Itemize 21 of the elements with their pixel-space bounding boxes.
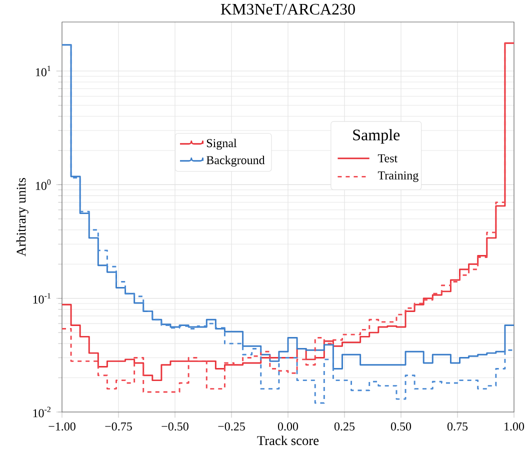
legend-label: Background	[206, 156, 265, 167]
y-tick-label: 10$^{1}$	[36, 66, 50, 76]
annotation: Test	[378, 154, 398, 162]
x-tick-label: 1.00	[504, 422, 524, 431]
x-tick-label: −0.50	[162, 422, 188, 431]
x-tick-label: 0.25	[334, 422, 355, 431]
legend-label: Signal	[206, 138, 237, 150]
legend-title: Sample	[353, 129, 400, 144]
y-axis-title: Arbitrary units	[16, 178, 28, 256]
y-tick-label: 10$^{-2}$	[33, 406, 50, 418]
x-tick-label: 0.75	[447, 422, 468, 431]
x-tick-label: 0.00	[278, 422, 298, 431]
x-tick-label: 0.50	[390, 422, 412, 431]
x-tick-label: −1.00	[48, 422, 76, 431]
chart-title: KM3NeT/ARCA230	[220, 4, 355, 15]
x-tick-label: −0.25	[218, 422, 245, 431]
x-axis-title: Track score	[257, 436, 319, 446]
y-tick-label: 10$^{-1}$	[33, 293, 50, 304]
legend-label: Training	[378, 171, 418, 182]
x-tick-label: −0.75	[105, 422, 132, 431]
y-tick-label: 10$^{0}$	[36, 179, 51, 190]
